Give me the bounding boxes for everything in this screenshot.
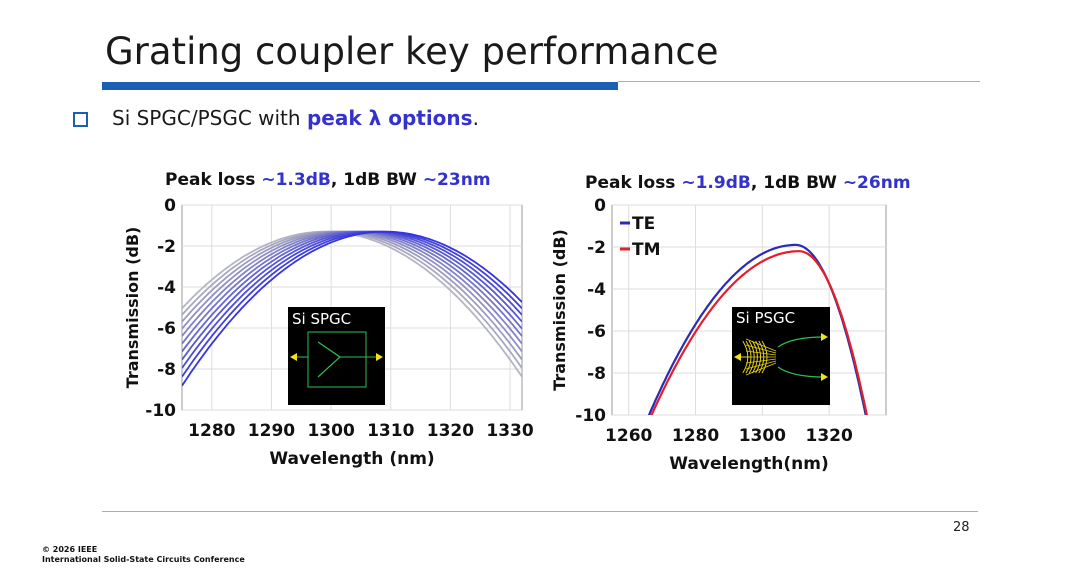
left-title-part-4: ~23nm (422, 170, 491, 190)
y-tick-label: -4 (587, 280, 606, 300)
y-tick-label: -6 (587, 322, 606, 342)
y-tick-label: -10 (575, 406, 606, 426)
footer-line-2: International Solid-State Circuits Confe… (42, 555, 245, 564)
inset-spgc-frame (307, 331, 367, 388)
x-axis-label: Wavelength (nm) (269, 449, 434, 469)
inset-psgc-grating-arc (748, 340, 755, 374)
series-group (647, 243, 868, 415)
inset-spgc-right-arrow-icon (376, 353, 383, 361)
bullet-prefix: Si SPGC/PSGC with (112, 106, 307, 130)
series-line-11 (182, 230, 522, 387)
left-title-part-1: Peak loss (165, 170, 262, 190)
y-tick-label: 0 (594, 196, 606, 216)
x-tick-label: 1310 (367, 421, 414, 441)
inset-psgc-upper-waveguide (777, 336, 825, 348)
x-tick-label: 1290 (248, 421, 295, 441)
inset-psgc-label: Si PSGC (736, 309, 795, 327)
x-tick-label: 1280 (672, 426, 719, 446)
footer-rule (102, 511, 978, 512)
inset-psgc-grating-line (745, 358, 777, 364)
left-title-part-2: ~1.3dB (261, 170, 331, 190)
y-tick-label: -8 (587, 364, 606, 384)
x-tick-label: 1330 (486, 421, 533, 441)
square-bullet-icon (73, 112, 88, 127)
x-axis-label: Wavelength(nm) (669, 454, 828, 474)
x-tick-label: 1300 (307, 421, 354, 441)
inset-psgc-left-arrow-icon (734, 353, 741, 361)
inset-psgc-grating-arc (745, 340, 752, 374)
inset-psgc-grating-line (745, 344, 777, 354)
inset-spgc-label: Si SPGC (292, 310, 351, 328)
y-tick-label: 0 (164, 196, 176, 216)
title-underline-bar (102, 82, 618, 90)
bullet-suffix: . (472, 106, 479, 130)
inset-psgc-grating-line (745, 362, 777, 376)
left-chart: 1280 1290 1300 1310 1320 1330 0 -2 -4 -6 -8 -10 Wave… (123, 196, 534, 469)
x-tick-label: 1280 (188, 421, 235, 441)
legend-label-te: TE (632, 214, 655, 234)
y-tick-label: -10 (145, 401, 176, 421)
series-line-10 (182, 230, 522, 378)
right-title-part-3: , 1dB BW (750, 173, 843, 193)
right-title-part-4: ~26nm (842, 173, 911, 193)
y-tick-label: -2 (157, 237, 176, 257)
series-line-tm (650, 250, 868, 415)
inset-psgc-upper-arrow-icon (821, 333, 828, 341)
x-tick-label: 1260 (605, 426, 652, 446)
x-tick-label: 1320 (427, 421, 474, 441)
right-title-part-2: ~1.9dB (681, 173, 751, 193)
inset-spgc-background (288, 307, 385, 405)
footer-copyright: © 2026 IEEE International Solid-State Ci… (42, 545, 245, 565)
y-axis-label: Transmission (dB) (123, 227, 142, 389)
right-chart: 1260 1280 1300 1320 0 -2 -4 -6 -8 -10 Wavelength(n… (550, 196, 887, 474)
x-tick-label: 1300 (739, 426, 786, 446)
y-tick-label: -2 (587, 238, 606, 258)
legend-label-tm: TM (632, 240, 661, 260)
bullet-highlight: peak λ options (306, 106, 473, 130)
left-title-part-3: , 1dB BW (330, 170, 423, 190)
left-chart-title: Peak loss ~1.3dB, 1dB BW ~23nm (165, 170, 491, 190)
y-tick-label: -6 (157, 319, 176, 339)
series-line-9 (182, 230, 522, 369)
slide-title: Grating coupler key performance (105, 30, 719, 73)
series-group (182, 230, 522, 387)
right-title-part-1: Peak loss (585, 173, 682, 193)
title-underline-rule (618, 81, 980, 82)
y-axis-label: Transmission (dB) (550, 229, 569, 391)
bullet-text: Si SPGC/PSGC with peak λ options. (112, 106, 479, 130)
inset-psgc-lower-waveguide (777, 366, 825, 378)
inset-psgc-grating-line (745, 350, 777, 356)
inset-psgc-lower-arrow-icon (821, 373, 828, 381)
y-tick-label: -8 (157, 360, 176, 380)
x-tick-label: 1320 (806, 426, 853, 446)
inset-psgc-background (732, 307, 830, 405)
page-number: 28 (953, 520, 970, 535)
footer-line-1: © 2026 IEEE (42, 545, 98, 554)
y-tick-label: -4 (157, 278, 176, 298)
inset-psgc-grating-line (745, 360, 777, 370)
inset-spgc-left-arrow-icon (290, 353, 297, 361)
right-chart-title: Peak loss ~1.9dB, 1dB BW ~26nm (585, 173, 911, 193)
